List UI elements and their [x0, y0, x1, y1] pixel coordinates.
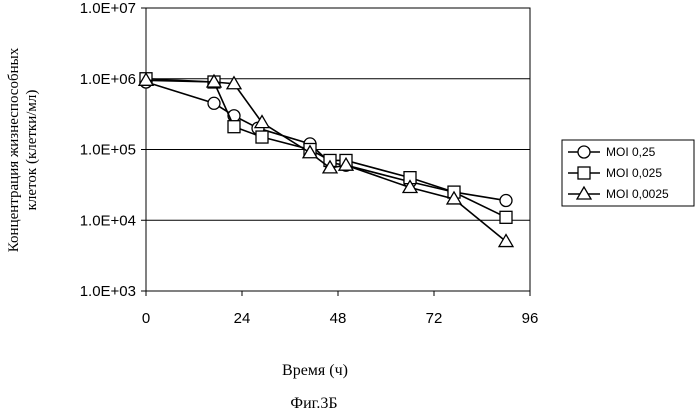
- circle-marker: [578, 146, 590, 158]
- axes: 1.0E+03 1.0E+04 1.0E+05 1.0E+06 1.0E+07 0 24 48…: [80, 0, 539, 327]
- x-tick-label: 72: [426, 310, 443, 327]
- y-tick-label: 1.0E+07: [80, 0, 136, 17]
- circle-marker: [208, 97, 220, 109]
- x-tick-label: 48: [330, 310, 347, 327]
- square-marker: [228, 121, 240, 133]
- y-axis-title-line1: Концентрация жизнеспособных: [6, 47, 22, 252]
- series-line: [146, 82, 506, 201]
- y-tick-label: 1.0E+03: [80, 283, 136, 300]
- square-marker: [578, 167, 590, 179]
- figure-caption: Фиг.3Б: [290, 395, 337, 411]
- y-tick-label: 1.0E+04: [80, 212, 136, 229]
- legend: MOI 0,25 MOI 0,025 MOI 0,0025: [562, 140, 694, 206]
- y-axis-title-line2: клеток (клетки/мл): [24, 90, 40, 211]
- legend-entry: MOI 0,0025: [568, 187, 669, 201]
- triangle-marker: [255, 116, 269, 128]
- y-axis-title: Концентрация жизнеспособных клеток (клет…: [6, 47, 40, 252]
- triangle-marker: [499, 235, 513, 247]
- legend-entry: MOI 0,025: [568, 166, 662, 180]
- x-tick-label: 0: [142, 310, 150, 327]
- square-marker: [500, 211, 512, 223]
- circle-marker: [500, 195, 512, 207]
- square-marker: [256, 131, 268, 143]
- chart: 1.0E+03 1.0E+04 1.0E+05 1.0E+06 1.0E+07 0 24 48…: [0, 0, 699, 411]
- legend-label: MOI 0,025: [606, 166, 662, 180]
- x-tick-label: 24: [234, 310, 251, 327]
- y-tick-label: 1.0E+06: [80, 71, 136, 88]
- legend-entry: MOI 0,25: [568, 145, 656, 159]
- legend-label: MOI 0,0025: [606, 187, 669, 201]
- x-tick-label: 96: [522, 310, 539, 327]
- legend-label: MOI 0,25: [606, 145, 656, 159]
- y-tick-label: 1.0E+05: [80, 142, 136, 159]
- x-axis-title: Время (ч): [282, 362, 348, 379]
